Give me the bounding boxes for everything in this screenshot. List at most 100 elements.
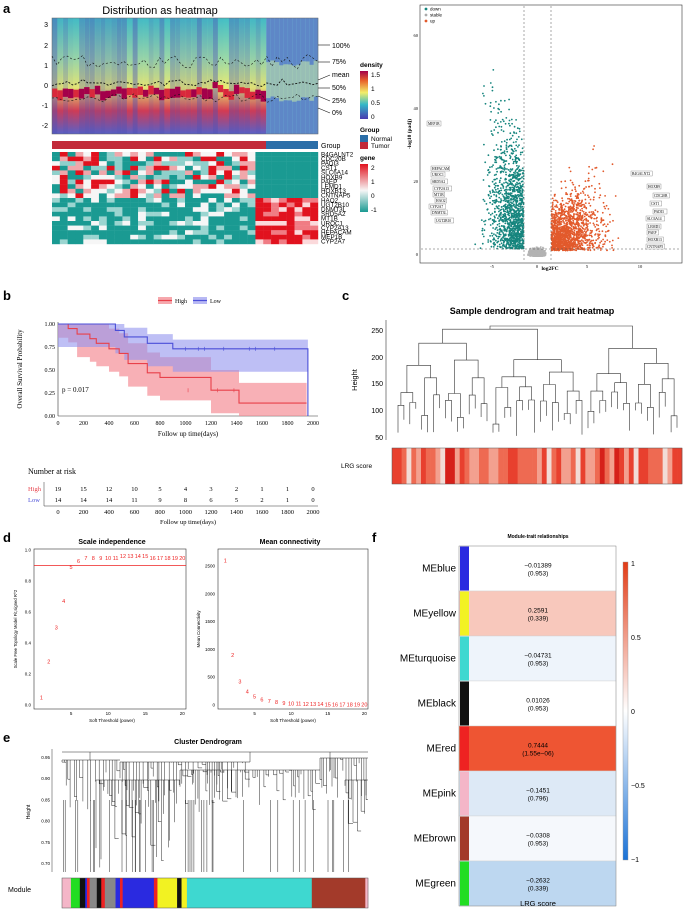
- gene-cell: [114, 188, 123, 194]
- volcano-point-down: [491, 203, 494, 206]
- volcano-point-down: [514, 229, 517, 231]
- volcano-point-up: [578, 184, 581, 187]
- gene-label: MEP1B: [321, 234, 342, 241]
- volcano-point-down: [495, 173, 497, 176]
- gene-cell: [310, 198, 319, 203]
- volcano-point-down: [490, 195, 493, 198]
- volcano-point-down: [522, 172, 525, 175]
- volcano-point-down: [516, 190, 519, 192]
- gene-cell: [192, 225, 201, 231]
- gene-cell: [255, 202, 264, 208]
- volcano-point-down: [511, 243, 514, 245]
- gene-cell: [271, 221, 280, 226]
- volcano-point-down: [490, 130, 493, 133]
- gene-cell: [231, 202, 240, 208]
- volcano-point-down: [495, 191, 498, 193]
- gene-cell: [106, 221, 115, 226]
- gene-cell: [67, 193, 76, 199]
- gene-cell: [145, 234, 154, 240]
- density-stripe: [175, 18, 181, 134]
- volcano-point-stable: [532, 252, 535, 255]
- gene-cell: [114, 170, 123, 176]
- gene-cell: [286, 184, 295, 189]
- gene-cell: [177, 156, 186, 162]
- volcano-point-up: [571, 189, 574, 192]
- heatmap-y-tick: 1: [44, 63, 48, 70]
- volcano-point-up: [576, 246, 579, 249]
- gene-cell: [200, 198, 209, 203]
- volcano-point-down: [521, 151, 524, 154]
- volcano-point-up: [569, 179, 572, 182]
- gene-cell: [122, 239, 131, 245]
- q25-line: [51, 93, 319, 103]
- volcano-point-down: [509, 221, 511, 224]
- volcano-point-up: [599, 233, 601, 236]
- volcano-point-up: [599, 241, 601, 244]
- gene-cell: [52, 175, 61, 180]
- gene-cell: [145, 225, 154, 231]
- volcano-point-up: [553, 222, 556, 225]
- volcano-point-down: [509, 230, 512, 233]
- gene-cell: [122, 179, 131, 185]
- gene-cell: [98, 170, 107, 176]
- gene-cell: [98, 234, 107, 240]
- volcano-point-down: [503, 229, 506, 232]
- density-stripe: [148, 18, 155, 134]
- gene-cell: [208, 152, 217, 157]
- volcano-point-up: [581, 190, 584, 193]
- gene-cell: [231, 216, 240, 222]
- volcano-point-down: [510, 169, 513, 171]
- gene-cell: [161, 198, 170, 203]
- gene-cell: [138, 184, 147, 189]
- gene-cell: [83, 152, 92, 157]
- gene-cell: [247, 175, 256, 180]
- gene-cell: [106, 211, 115, 217]
- volcano-point-down: [521, 167, 524, 170]
- volcano-point-up: [591, 246, 594, 249]
- volcano-point-up: [559, 221, 561, 223]
- gene-cell: [271, 188, 280, 194]
- gene-cell: [138, 193, 147, 199]
- volcano-point-down: [516, 181, 518, 184]
- volcano-point-down: [521, 221, 524, 223]
- density-tick: 0.5: [371, 100, 380, 107]
- gene-cell: [67, 225, 76, 231]
- volcano-point-down: [509, 219, 512, 221]
- gene-cell: [83, 198, 92, 203]
- gene-cell: [106, 230, 115, 235]
- gene-cell: [224, 184, 233, 189]
- gene-cell: [224, 230, 233, 235]
- volcano-point-down: [522, 227, 525, 230]
- density-hotspot: [249, 91, 256, 100]
- density-stripe: [279, 65, 284, 102]
- volcano-point-down: [502, 195, 505, 198]
- gene-tick: 1: [371, 179, 375, 186]
- volcano-point-up: [576, 235, 578, 237]
- gene-label: HAO2: [321, 197, 339, 204]
- volcano-point-up: [593, 217, 596, 220]
- gene-cell: [177, 216, 186, 222]
- volcano-point-up: [568, 198, 571, 200]
- density-stripe: [239, 18, 245, 134]
- volcano-point-down: [504, 233, 507, 236]
- volcano-point-up: [561, 214, 563, 217]
- gene-cell: [91, 207, 100, 212]
- density-hotspot: [244, 88, 251, 98]
- gene-cell: [130, 179, 139, 185]
- gene-cell: [130, 216, 139, 222]
- gene-cell: [161, 216, 170, 222]
- volcano-point-down: [517, 235, 519, 238]
- gene-tick: 0: [371, 193, 375, 200]
- gene-cell: [83, 211, 92, 217]
- density-stripe: [292, 65, 297, 102]
- gene-cell: [145, 239, 154, 245]
- volcano-point-down: [509, 170, 511, 173]
- gene-cell: [224, 179, 233, 185]
- volcano-points: [474, 69, 620, 257]
- volcano-point-down: [515, 132, 518, 135]
- volcano-point-down: [514, 218, 516, 221]
- gene-cell: [177, 179, 186, 185]
- density-hotspot: [233, 84, 240, 94]
- volcano-point-down: [499, 233, 502, 236]
- gene-cell: [310, 211, 319, 217]
